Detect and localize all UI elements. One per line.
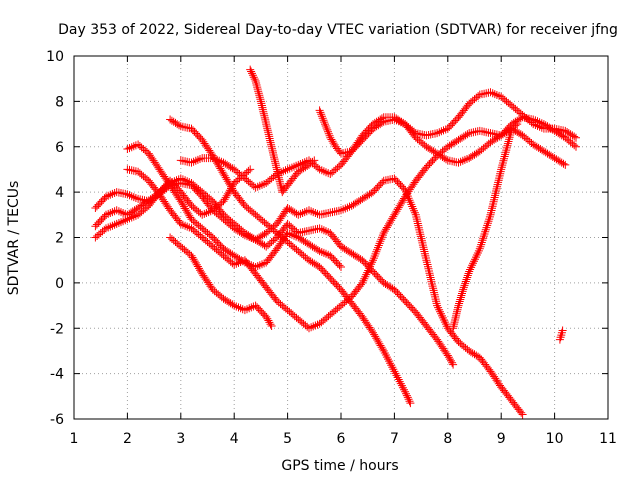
series-l-points: [555, 326, 567, 344]
series-d: [123, 140, 345, 271]
series-h: [166, 233, 276, 330]
x-tick-label: 5: [283, 431, 292, 447]
series-j-points: [315, 88, 580, 158]
x-tick-label: 2: [123, 431, 132, 447]
y-tick-label: 2: [55, 231, 64, 247]
series-e: [166, 115, 415, 408]
series-h-points: [166, 233, 276, 330]
chart-title: Day 353 of 2022, Sidereal Day-to-day VTE…: [58, 22, 618, 38]
y-tick-label: 4: [55, 185, 64, 201]
series-d-points: [123, 140, 345, 271]
series-e-points: [166, 115, 415, 408]
x-axis-label: GPS time / hours: [281, 458, 398, 474]
series-i-points: [246, 65, 319, 197]
series-j: [315, 88, 580, 158]
y-tick-label: -2: [50, 321, 64, 337]
grid-lines: [74, 56, 608, 419]
series-l: [555, 326, 567, 344]
data-series: [91, 65, 580, 419]
series-g: [91, 165, 255, 242]
x-tick-label: 11: [599, 431, 617, 447]
series-a-points: [91, 174, 458, 369]
x-tick-label: 7: [390, 431, 399, 447]
y-tick-label: 10: [46, 49, 64, 65]
x-tick-label: 9: [497, 431, 506, 447]
y-tick-label: -4: [50, 367, 64, 383]
axis-ticks: 1 2 3 4 5 6 7 8 9 10 11 -6 -4 -2 0 2 4 6 8 10: [46, 49, 617, 447]
x-tick-label: 3: [176, 431, 185, 447]
x-tick-label: 8: [443, 431, 452, 447]
y-tick-label: 8: [55, 94, 64, 110]
series-g-points: [91, 165, 255, 242]
series-k: [449, 120, 522, 333]
y-tick-label: 0: [55, 276, 64, 292]
x-tick-label: 10: [546, 431, 564, 447]
y-axis-label: SDTVAR / TECUs: [6, 181, 22, 296]
y-tick-label: 6: [55, 140, 64, 156]
y-tick-label: -6: [50, 412, 64, 428]
series-a: [91, 174, 458, 369]
x-tick-label: 4: [230, 431, 239, 447]
series-k-points: [449, 120, 522, 333]
series-i: [246, 65, 319, 197]
x-tick-label: 1: [70, 431, 79, 447]
x-tick-label: 6: [337, 431, 346, 447]
